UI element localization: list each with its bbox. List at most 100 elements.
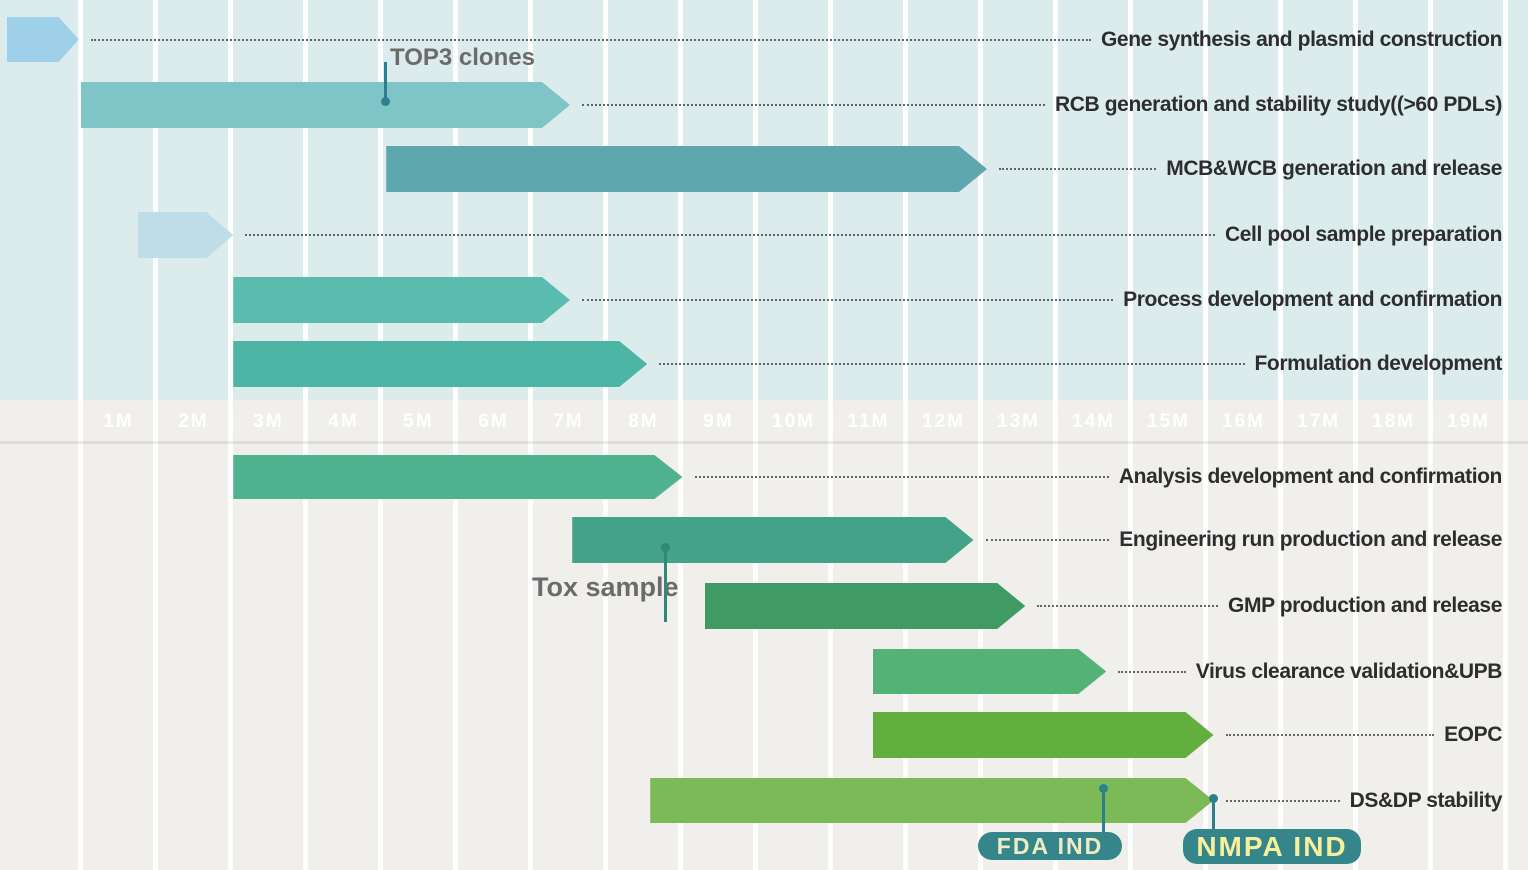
gantt-bar-eopc [873, 712, 1214, 758]
task-label-cell-pool: Cell pool sample preparation [1224, 223, 1502, 246]
gridline [78, 0, 83, 870]
leader-line [245, 234, 1215, 236]
gridline [1203, 0, 1208, 870]
axis-tick [1356, 413, 1358, 431]
axis-month-cell: 15M [1131, 400, 1206, 444]
task-label-mcb-wcb: MCB&WCB generation and release [1166, 157, 1502, 180]
gridline [153, 0, 158, 870]
axis-tick [306, 413, 308, 431]
gantt-bar-rcb-generation [81, 82, 570, 128]
axis-tick [981, 413, 983, 431]
axis-month-cell: 1M [81, 400, 156, 444]
gridline [1353, 0, 1358, 870]
axis-month-label: 6M [478, 411, 509, 432]
task-row-virus-clearance: Virus clearance validation&UPB [1118, 659, 1502, 685]
axis-month-cell: 7M [531, 400, 606, 444]
annotation-tox-sample: Tox sample [532, 572, 679, 602]
task-row-formulation-development: Formulation development [659, 351, 1502, 377]
leader-line [1118, 670, 1186, 673]
axis-tick [906, 413, 908, 431]
axis-tick [606, 413, 608, 431]
axis-month-cell: 9M [681, 400, 756, 444]
axis-tick [1206, 413, 1208, 431]
milestone-connector-dot [1099, 784, 1108, 793]
axis-month-label: 8M [628, 411, 659, 432]
task-label-process-development: Process development and confirmation [1123, 288, 1502, 311]
gridline [828, 0, 833, 870]
axis-month-label: 12M [922, 411, 965, 432]
task-label-analysis-development: Analysis development and confirmation [1118, 465, 1503, 488]
leader-line [1225, 734, 1435, 736]
task-label-engineering-run: Engineering run production and release [1119, 528, 1502, 551]
leader-line [582, 104, 1045, 106]
axis-month-cell: 17M [1281, 400, 1356, 444]
top-section-background [0, 0, 1528, 400]
axis-month-cell: 10M [756, 400, 831, 444]
task-row-cell-pool: Cell pool sample preparation [245, 222, 1502, 248]
axis-month-label: 13M [997, 411, 1040, 432]
gantt-bar-engineering-run [572, 517, 973, 563]
milestone-connector-dot [1209, 794, 1218, 803]
task-row-mcb-wcb: MCB&WCB generation and release [999, 156, 1502, 182]
gridline [753, 0, 758, 870]
axis-tick [756, 413, 758, 431]
axis-tick [156, 413, 158, 431]
axis-tick [381, 413, 383, 431]
annotation-connector-dot [381, 97, 390, 106]
task-label-gmp-production: GMP production and release [1228, 594, 1502, 617]
axis-tick [1056, 413, 1058, 431]
gridline [528, 0, 533, 870]
axis-tick [1131, 413, 1133, 431]
axis-month-cell: 12M [906, 400, 981, 444]
task-row-gene-synthesis: Gene synthesis and plasmid construction [90, 27, 1502, 53]
task-row-process-development: Process development and confirmation [582, 287, 1502, 313]
task-label-gene-synthesis: Gene synthesis and plasmid construction [1101, 27, 1502, 51]
axis-tick [1431, 413, 1433, 431]
gridline [228, 0, 233, 870]
gridline [1278, 0, 1283, 870]
axis-tick [531, 413, 533, 431]
milestone-nmpa-ind: NMPA IND [1183, 829, 1361, 864]
axis-month-label: 1M [103, 411, 134, 432]
axis-tick [1281, 413, 1283, 431]
axis-month-label: 18M [1372, 411, 1415, 432]
axis-month-label: 16M [1222, 411, 1265, 432]
milestone-connector-line [1212, 798, 1215, 833]
gridline [303, 0, 308, 870]
axis-tick [231, 413, 233, 431]
axis-month-label: 19M [1447, 411, 1490, 432]
axis-month-cell: 16M [1206, 400, 1281, 444]
leader-line [90, 38, 1091, 41]
axis-month-cell: 18M [1356, 400, 1431, 444]
axis-month-label: 15M [1147, 411, 1190, 432]
axis-tick [831, 413, 833, 431]
axis-month-cell: 6M [456, 400, 531, 444]
gridline [453, 0, 458, 870]
axis-month-label: 9M [703, 411, 734, 432]
gantt-bar-analysis-development [233, 455, 682, 499]
leader-line [1037, 605, 1219, 607]
milestone-connector-line [1102, 788, 1105, 836]
leader-line [1225, 799, 1340, 802]
axis-month-label: 5M [403, 411, 434, 432]
axis-month-cell: 13M [981, 400, 1056, 444]
axis-month-cell: 8M [606, 400, 681, 444]
axis-month-label: 4M [328, 411, 359, 432]
gridline [378, 0, 383, 870]
task-label-dsdp-stability: DS&DP stability [1349, 788, 1503, 812]
axis-month-label: 17M [1297, 411, 1340, 432]
timeline-axis: 1M 2M 3M 4M 5M 6M 7M 8M 9M 10M 11M 12M 13M 14M 15M 16M 1… [0, 400, 1528, 444]
task-label-virus-clearance: Virus clearance validation&UPB [1195, 659, 1503, 683]
task-row-dsdp-stability: DS&DP stability [1225, 788, 1503, 814]
axis-month-cell: 5M [381, 400, 456, 444]
axis-month-cell: 14M [1056, 400, 1131, 444]
annotation-connector-line [664, 547, 667, 622]
gantt-bar-virus-clearance [873, 649, 1106, 694]
gridline [1128, 0, 1133, 870]
leader-line [659, 363, 1245, 365]
gridline [978, 0, 983, 870]
task-row-eopc: EOPC [1225, 722, 1502, 748]
gridline [603, 0, 608, 870]
axis-tick [681, 413, 683, 431]
